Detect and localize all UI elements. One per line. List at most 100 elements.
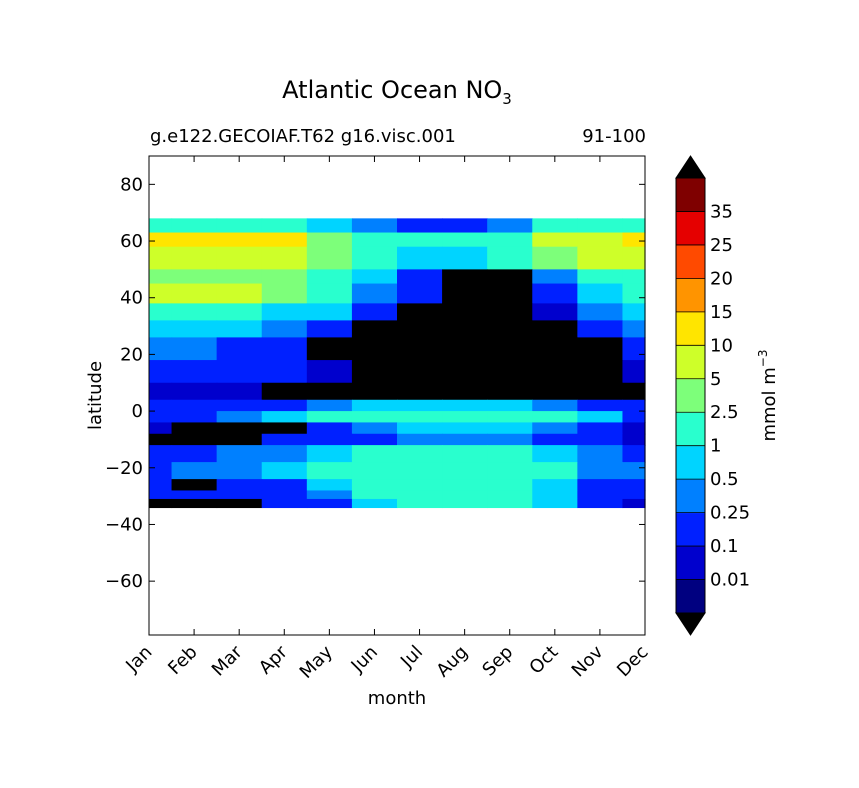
- heatmap-cell: [532, 303, 578, 321]
- heatmap-cell: [622, 498, 646, 509]
- heatmap-cell: [397, 269, 443, 285]
- heatmap-cell: [261, 399, 308, 412]
- heatmap-cell: [216, 232, 263, 248]
- heatmap-cell: [577, 445, 624, 463]
- heatmap-cell: [216, 382, 263, 401]
- heatmap-cell: [171, 360, 218, 384]
- colorbar-tick-label: 0.1: [710, 536, 739, 557]
- heatmap-cell: [532, 445, 578, 463]
- colorbar-tick-label: 1: [710, 436, 721, 457]
- heatmap-cell: [622, 303, 646, 321]
- heatmap-cell: [261, 411, 308, 424]
- heatmap-cell: [216, 445, 263, 463]
- heatmap-cell: [306, 422, 353, 435]
- heatmap-cell: [487, 411, 533, 424]
- heatmap-cell: [149, 269, 173, 285]
- heatmap-cell: [306, 303, 353, 321]
- heatmap-cell: [171, 337, 218, 361]
- heatmap-cell: [397, 232, 443, 248]
- heatmap-cell: [487, 320, 533, 338]
- heatmap-cell: [171, 462, 218, 480]
- heatmap-cell: [351, 360, 398, 384]
- heatmap-cell: [216, 337, 263, 361]
- heatmap-cell: [622, 399, 646, 412]
- heatmap-cell: [261, 382, 308, 401]
- heatmap-cell: [216, 246, 263, 270]
- heatmap-cell: [306, 232, 353, 248]
- heatmap-cell: [306, 283, 353, 304]
- heatmap-cell: [442, 445, 488, 463]
- y-axis: 80 60 40 20 0 −20 −40 −60: [105, 174, 645, 592]
- heatmap-cell: [351, 445, 398, 463]
- heatmap-cell: [487, 232, 533, 248]
- heatmap-cell: [216, 490, 263, 500]
- heatmap-cell: [306, 479, 353, 492]
- colorbar-swatch: [676, 311, 705, 346]
- heatmap-cell: [577, 337, 624, 361]
- heatmap-cell: [351, 337, 398, 361]
- heatmap-cell: [171, 433, 218, 446]
- heatmap-cell: [306, 462, 353, 480]
- colorbar-swatch: [676, 412, 705, 447]
- heatmap-cell: [149, 337, 173, 361]
- heatmap-cell: [442, 337, 488, 361]
- heatmap-cell: [487, 433, 533, 446]
- heatmap-cell: [442, 490, 488, 500]
- heatmap-cell: [442, 498, 488, 509]
- heatmap-cell: [351, 411, 398, 424]
- heatmap-cell: [577, 246, 624, 270]
- y-tick-label: −40: [105, 514, 143, 535]
- colorbar-swatch: [676, 445, 705, 480]
- colorbar: 0.01 0.1 0.25 0.5 1 2.5 5 10 15 20 25 35: [675, 155, 750, 636]
- heatmap-cell: [351, 399, 398, 412]
- heatmap-cell: [487, 422, 533, 435]
- heatmap-cell: [306, 320, 353, 338]
- heatmap-cell: [532, 246, 578, 270]
- heatmap-cell: [622, 462, 646, 480]
- x-tick-label: Feb: [164, 642, 201, 679]
- heatmap-cell: [261, 445, 308, 463]
- heatmap-cell: [306, 337, 353, 361]
- heatmap-cell: [261, 218, 308, 234]
- colorbar-swatch: [676, 178, 705, 212]
- heatmap-cell: [487, 246, 533, 270]
- heatmap-cell: [622, 382, 646, 401]
- heatmap-cell: [216, 269, 263, 285]
- heatmap-cell: [442, 246, 488, 270]
- heatmap-cell: [397, 337, 443, 361]
- heatmap-cell: [442, 232, 488, 248]
- heatmap-cell: [442, 382, 488, 401]
- heatmap-cell: [171, 320, 218, 338]
- heatmap-cell: [622, 445, 646, 463]
- heatmap-cell: [261, 433, 308, 446]
- heatmap-cell: [216, 399, 263, 412]
- heatmap-cell: [171, 479, 218, 492]
- colorbar-tick-label: 15: [710, 302, 733, 323]
- heatmap-cell: [171, 445, 218, 463]
- heatmap-cell: [532, 422, 578, 435]
- heatmap-cell: [577, 232, 624, 248]
- heatmap-cell: [171, 232, 218, 248]
- y-tick-label: 60: [120, 231, 143, 252]
- chart-title-text: Atlantic Ocean NO: [282, 76, 503, 104]
- heatmap-cell: [442, 399, 488, 412]
- heatmap-cell: [149, 490, 173, 500]
- heatmap-cell: [261, 498, 308, 509]
- heatmap-cell: [442, 218, 488, 234]
- heatmap-cell: [487, 498, 533, 509]
- heatmap-cell: [577, 269, 624, 285]
- heatmap-cell: [442, 269, 488, 285]
- heatmap-cell: [397, 360, 443, 384]
- heatmap-cell: [622, 479, 646, 492]
- heatmap-cell: [622, 411, 646, 424]
- heatmap-cell: [577, 382, 624, 401]
- heatmap-cell: [442, 411, 488, 424]
- heatmap-cell: [261, 360, 308, 384]
- heatmap-cell: [261, 422, 308, 435]
- heatmap-cell: [532, 479, 578, 492]
- heatmap-cell: [149, 433, 173, 446]
- colorbar-label: mmol m−3: [756, 349, 780, 441]
- heatmap-cell: [442, 360, 488, 384]
- heatmap-cell: [216, 422, 263, 435]
